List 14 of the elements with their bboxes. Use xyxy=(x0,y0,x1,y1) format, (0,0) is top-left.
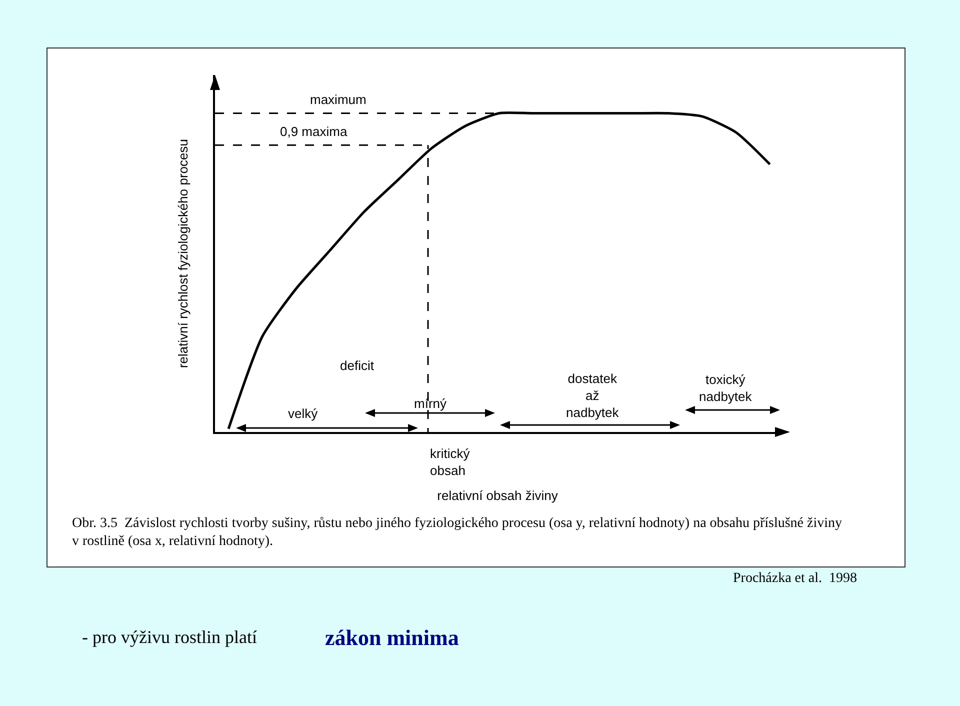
ref-line-label: 0,9 maxima xyxy=(280,124,348,139)
text: Procházka et al. 1998 xyxy=(733,571,858,586)
annotation: deficit xyxy=(340,358,374,373)
text: Obr. 3.5 Závislost rychlosti tvorby sušiny, růstu nebo jiného fyziologického procesu (osa y, relativní hodnoty) na obsahu příslušné živiny v rostlině (osa x, relativní hodnoty). xyxy=(72,516,842,550)
text: zákon minima xyxy=(325,625,459,650)
annotation: velký xyxy=(288,406,318,421)
annotation: mírný xyxy=(414,396,447,411)
x-axis-title: relativní obsah živiny xyxy=(437,488,558,504)
text: kritický obsah xyxy=(430,446,470,478)
ref-line-label: maximum xyxy=(310,92,366,107)
y-axis-title: relativní rychlost fyziologického procesu xyxy=(175,138,190,368)
annotation: toxický nadbytek xyxy=(699,372,752,404)
annotation: dostatek až nadbytek xyxy=(566,371,620,420)
text: - pro výživu rostlin platí xyxy=(82,627,257,647)
